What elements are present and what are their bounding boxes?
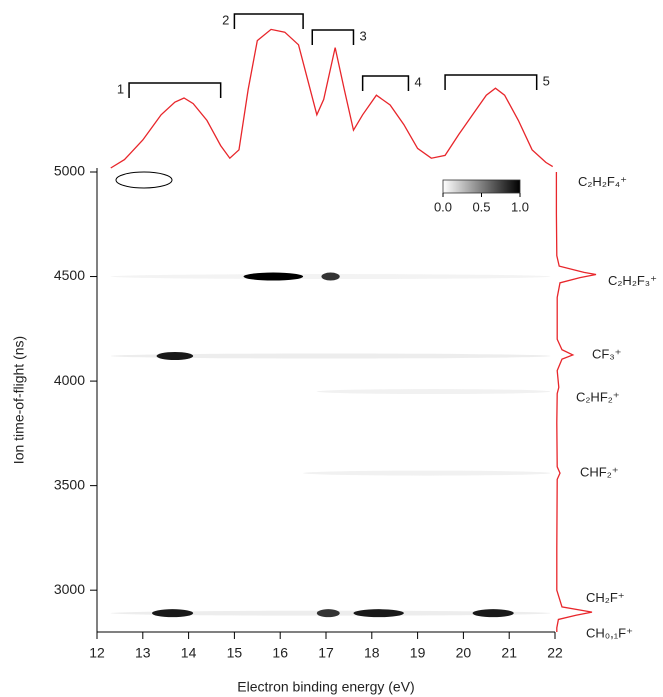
y-tick-label: 3500 (54, 476, 85, 492)
x-tick-label: 14 (181, 645, 197, 661)
x-tick-label: 19 (410, 645, 426, 661)
colorbar-tick-label: 1.0 (511, 199, 529, 214)
colorbar (442, 179, 521, 194)
band-label: 2 (222, 12, 229, 27)
x-axis-label: Electron binding energy (eV) (237, 679, 414, 695)
band-bracket (233, 13, 304, 29)
y-tick-label: 3000 (54, 581, 85, 597)
intensity-spot (321, 272, 340, 281)
y-tick-label: 4000 (54, 372, 85, 388)
y-tick-label: 5000 (54, 163, 85, 179)
x-tick-label: 12 (89, 645, 105, 661)
x-tick-label: 16 (272, 645, 288, 661)
x-tick-label: 22 (547, 645, 563, 661)
colorbar-tick-label: 0.0 (434, 199, 452, 214)
side-spectrum (555, 172, 597, 632)
ion-label: CF₃⁺ (592, 346, 622, 361)
ion-label: C₂HF₂⁺ (576, 389, 620, 404)
ion-label: CH₀,₁F⁺ (586, 626, 633, 641)
band-label: 4 (414, 74, 421, 89)
plot-area (97, 168, 555, 632)
intensity-spot (472, 609, 514, 618)
intensity-spot (316, 389, 551, 395)
resolution-marker (115, 171, 173, 189)
ion-label: CHF₂⁺ (580, 465, 619, 480)
ion-label: CH₂F⁺ (586, 590, 625, 605)
band-label: 1 (117, 81, 124, 96)
intensity-spot (303, 470, 551, 476)
y-axis-label: Ion time-of-flight (ns) (11, 336, 27, 464)
band-label: 5 (543, 73, 550, 88)
ion-label: C₂H₂F₃⁺ (608, 273, 657, 288)
intensity-spot (156, 352, 194, 360)
y-tick-label: 4500 (54, 267, 85, 283)
x-tick-label: 15 (227, 645, 243, 661)
x-tick-label: 20 (456, 645, 472, 661)
intensity-spot (110, 353, 551, 359)
intensity-spot (151, 609, 194, 618)
intensity-spot (243, 272, 304, 281)
band-bracket (361, 75, 410, 91)
ion-label: C₂H₂F₄⁺ (578, 174, 627, 189)
top-spectrum (110, 28, 554, 169)
intensity-spot (316, 609, 340, 618)
x-tick-label: 18 (364, 645, 380, 661)
x-tick-label: 21 (501, 645, 517, 661)
intensity-spot (353, 609, 404, 618)
x-tick-label: 17 (318, 645, 334, 661)
band-bracket (444, 74, 538, 90)
colorbar-tick-label: 0.5 (472, 199, 490, 214)
x-tick-label: 13 (135, 645, 151, 661)
band-bracket (128, 82, 222, 98)
band-bracket (311, 29, 355, 45)
band-label: 3 (359, 28, 366, 43)
